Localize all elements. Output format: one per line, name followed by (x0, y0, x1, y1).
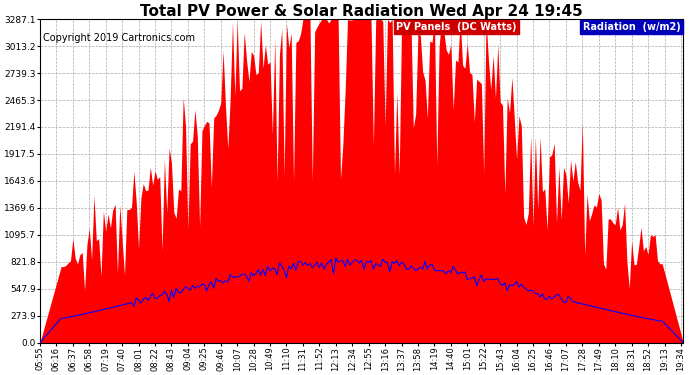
Text: Radiation  (w/m2): Radiation (w/m2) (583, 22, 680, 32)
Text: PV Panels  (DC Watts): PV Panels (DC Watts) (396, 22, 517, 32)
Text: Copyright 2019 Cartronics.com: Copyright 2019 Cartronics.com (43, 33, 195, 43)
Title: Total PV Power & Solar Radiation Wed Apr 24 19:45: Total PV Power & Solar Radiation Wed Apr… (140, 4, 583, 19)
